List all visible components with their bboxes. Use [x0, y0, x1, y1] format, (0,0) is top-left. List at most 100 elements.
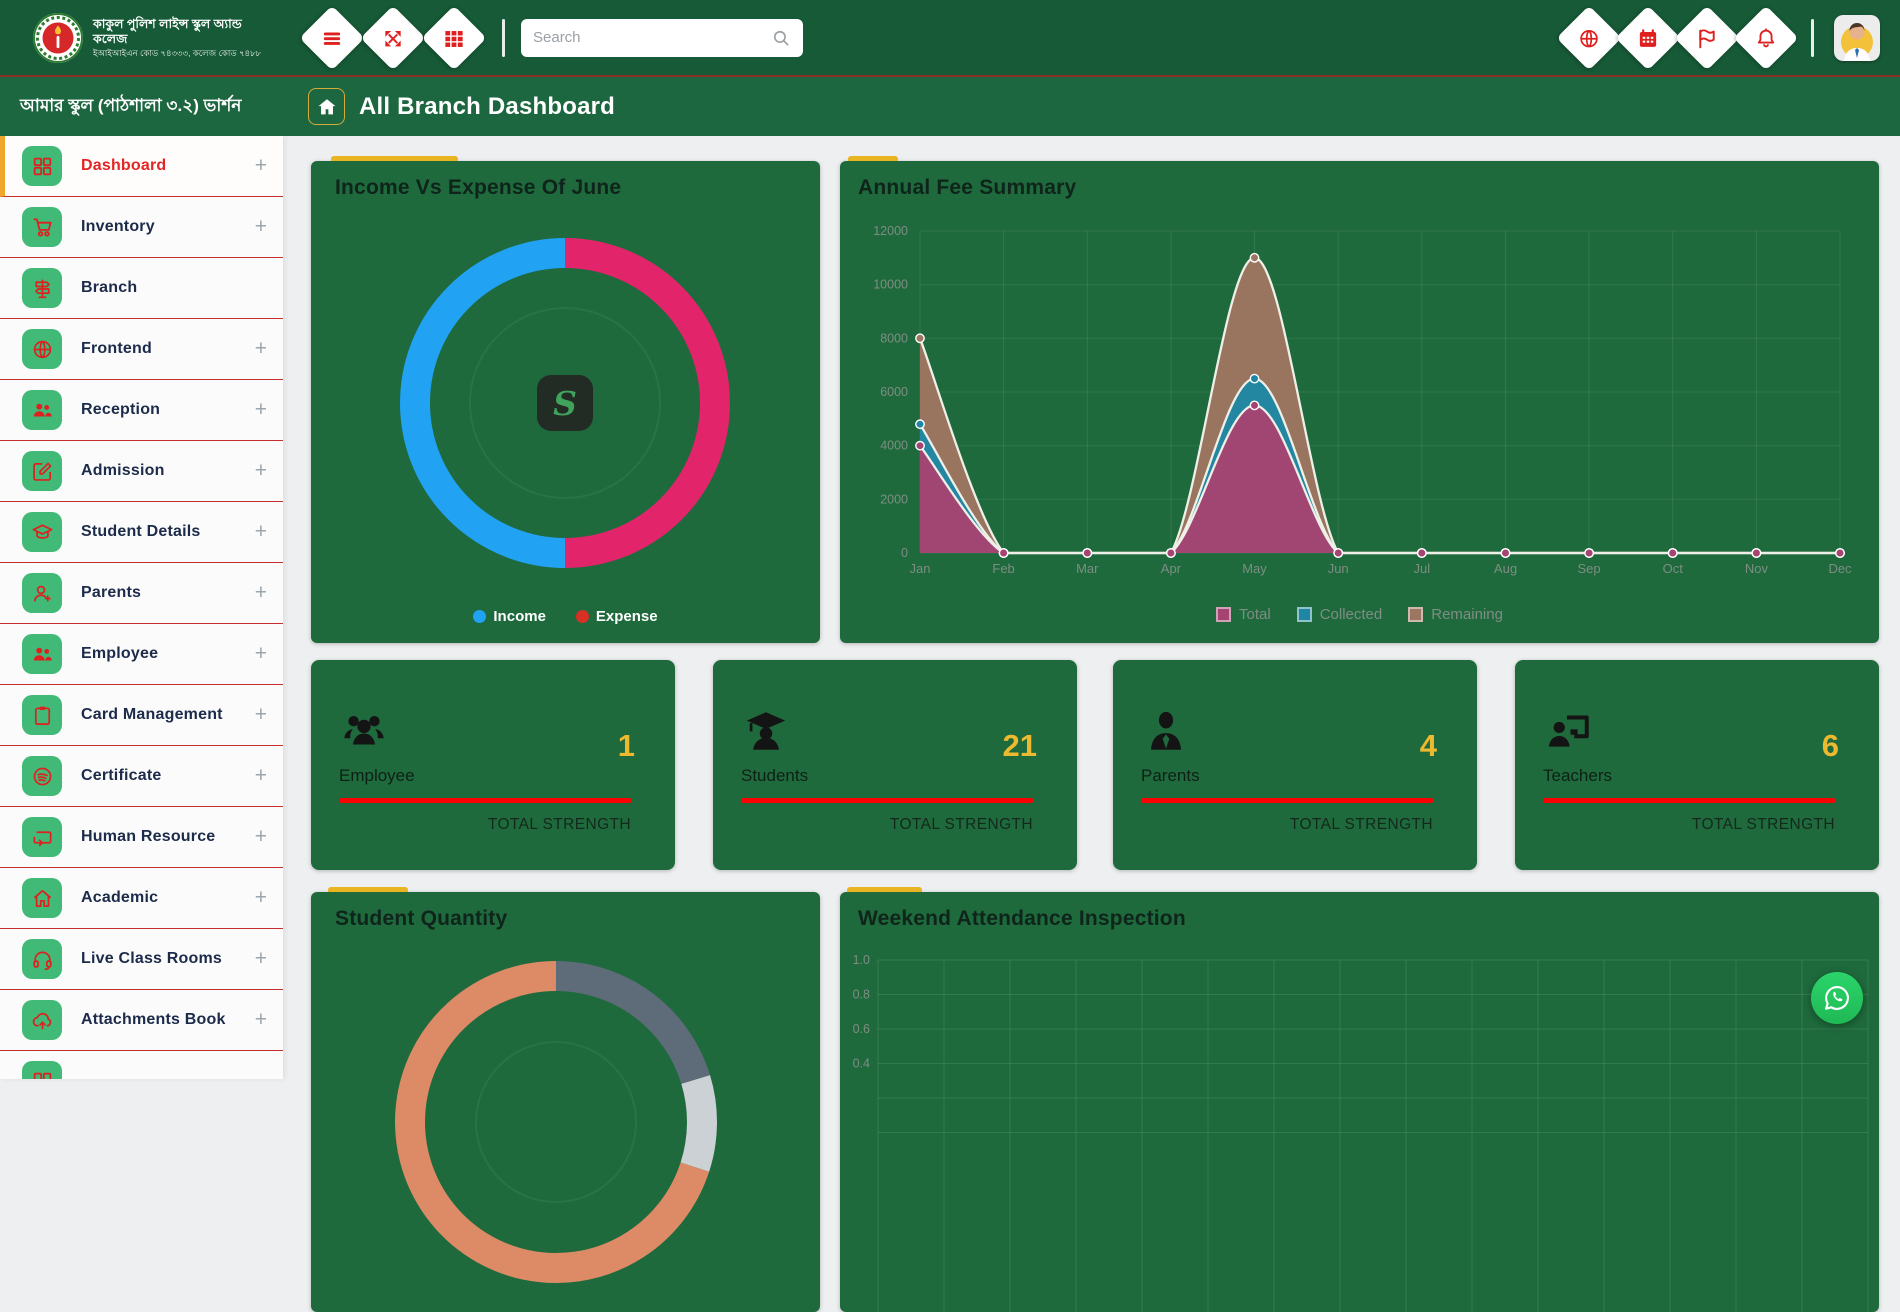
breadcrumb-bar: আমার স্কুল (পাঠশালা ৩.২) ভার্শন All Bran… — [0, 77, 1900, 136]
calendar-button[interactable] — [1615, 4, 1681, 71]
legend-item-income: Income — [473, 608, 546, 625]
home-outline-icon — [22, 878, 62, 918]
trolley-icon — [22, 207, 62, 247]
sidebar-item-dashboard[interactable]: Dashboard + — [0, 136, 283, 197]
sidebar-item-student-details[interactable]: Student Details + — [0, 502, 283, 563]
expand-plus[interactable]: + — [254, 337, 267, 360]
header-right-actions — [1556, 4, 1799, 71]
sidebar-item-label: Inventory — [81, 218, 155, 235]
menu-button[interactable] — [299, 4, 365, 71]
apps-grid-button[interactable] — [421, 4, 487, 71]
hidden-partial-icon — [22, 1061, 62, 1079]
sidebar-item-academic[interactable]: Academic + — [0, 868, 283, 929]
search-input[interactable] — [533, 29, 771, 46]
expand-plus[interactable]: + — [254, 642, 267, 665]
stat-label: Parents — [1141, 766, 1200, 785]
sidebar-item-certificate[interactable]: Certificate + — [0, 746, 283, 807]
whatsapp-button[interactable] — [1811, 972, 1863, 1024]
disc-waves-icon — [22, 756, 62, 796]
sidebar-item-admission[interactable]: Admission + — [0, 441, 283, 502]
expand-plus[interactable]: + — [254, 459, 267, 482]
sidebar-item-employee[interactable]: Employee + — [0, 624, 283, 685]
card-tab — [331, 156, 458, 161]
sidebar-item-human-resource[interactable]: Human Resource + — [0, 807, 283, 868]
sidebar: Dashboard + Inventory + Branch Frontend … — [0, 136, 283, 1079]
sidebar-item-card-management[interactable]: Card Management + — [0, 685, 283, 746]
expand-plus[interactable]: + — [254, 825, 267, 848]
expense-legend-dot — [575, 610, 589, 623]
weekend-attendance-chart: 1.0 0.8 0.6 0.4 — [853, 953, 1869, 1312]
sidebar-item-live-class-rooms[interactable]: Live Class Rooms + — [0, 929, 283, 990]
header-separator — [0, 75, 1900, 77]
income-legend-dot — [473, 610, 487, 623]
bell-icon — [1755, 26, 1778, 49]
stat-label: Students — [741, 766, 809, 785]
expand-plus[interactable]: + — [254, 215, 267, 238]
sidebar-item-label: Employee — [81, 645, 159, 662]
search-box — [521, 18, 803, 57]
income-expense-donut-chart — [400, 238, 730, 568]
stat-card-teachers: 6 Teachers TOTAL STRENGTH — [1515, 660, 1879, 870]
sidebar-item-label: Admission — [81, 462, 165, 479]
expand-button[interactable] — [360, 4, 426, 71]
avatar-image — [1834, 14, 1880, 61]
svg-text:6000: 6000 — [880, 385, 908, 399]
flag-button[interactable] — [1674, 4, 1740, 71]
school-name: কাকুল পুলিশ লাইন্স স্কুল অ্যান্ড কলেজ — [93, 16, 242, 47]
sidebar-item-inventory[interactable]: Inventory + — [0, 197, 283, 258]
menu-icon — [321, 26, 344, 49]
sidebar-item-label: Branch — [81, 279, 138, 296]
sidebar-item-branch[interactable]: Branch — [0, 258, 283, 319]
app-version-title: আমার স্কুল (পাঠশালা ৩.২) ভার্শন — [20, 95, 242, 115]
sidebar-item-reception[interactable]: Reception + — [0, 380, 283, 441]
repeat-loop-icon — [22, 817, 62, 857]
dashboard-grid-icon — [22, 146, 62, 186]
sidebar-item-parents[interactable]: Parents + — [0, 563, 283, 624]
sidebar-item-label: Parents — [81, 584, 142, 601]
expand-plus[interactable]: + — [254, 1008, 267, 1031]
svg-text:Aug: Aug — [1494, 561, 1517, 576]
expand-plus[interactable]: + — [254, 520, 267, 543]
clipboard-icon — [22, 695, 62, 735]
home-icon — [316, 96, 338, 118]
sidebar-item-frontend[interactable]: Frontend + — [0, 319, 283, 380]
sidebar-item-attachments-book[interactable]: Attachments Book + — [0, 990, 283, 1051]
annual-fee-area-chart: 0 2000 4000 6000 8000 10000 12000 Jan Feb Mar Apr M… — [873, 224, 1852, 576]
card-title: Income Vs Expense Of June — [335, 176, 622, 199]
expand-plus[interactable]: + — [254, 154, 267, 177]
weekend-attendance-card: 1.0 0.8 0.6 0.4 Weekend Attendance Inspecti… — [840, 887, 1879, 1312]
flag-icon — [1696, 26, 1719, 49]
expand-plus[interactable]: + — [254, 886, 267, 909]
language-button[interactable] — [1556, 4, 1622, 71]
user-avatar[interactable] — [1834, 14, 1880, 61]
stat-value: 21 — [1002, 728, 1037, 763]
stat-divider — [1141, 798, 1433, 803]
expand-plus[interactable]: + — [254, 947, 267, 970]
expand-plus[interactable]: + — [254, 703, 267, 726]
teacher-board-icon — [1543, 706, 1593, 756]
sidebar-item-partial[interactable] — [0, 1051, 283, 1079]
svg-text:0: 0 — [901, 546, 908, 560]
svg-text:Jun: Jun — [1328, 561, 1349, 576]
globe-icon — [22, 329, 62, 369]
stat-card-students: 21 Students TOTAL STRENGTH — [713, 660, 1077, 870]
svg-text:8000: 8000 — [880, 331, 908, 345]
expand-plus[interactable]: + — [254, 764, 267, 787]
notifications-button[interactable] — [1733, 4, 1799, 71]
graduation-cap-icon — [22, 512, 62, 552]
svg-text:1.0: 1.0 — [853, 953, 870, 967]
income-expense-card: Income Vs Expense Of June S Income Expen… — [311, 156, 820, 643]
annual-fee-card: 0 2000 4000 6000 8000 10000 12000 Jan Feb Mar Apr M… — [840, 156, 1879, 643]
home-button[interactable] — [308, 88, 345, 125]
legend-item-remaining: Remaining — [1408, 606, 1503, 623]
card-title: Weekend Attendance Inspection — [858, 907, 1186, 930]
expand-plus[interactable]: + — [254, 398, 267, 421]
school-code: ইআইআইএন কোড ৭৪৩৩৩, কলেজ কোড ৭৪৮৮ — [93, 47, 262, 58]
stat-value: 4 — [1419, 728, 1437, 763]
top-header: কাকুল পুলিশ লাইন্স স্কুল অ্যান্ড কলেজ ইআ… — [0, 0, 1900, 75]
sidebar-item-label: Frontend — [81, 340, 152, 357]
expand-plus[interactable]: + — [254, 581, 267, 604]
legend-item-collected: Collected — [1296, 606, 1382, 623]
stat-value: 1 — [617, 728, 635, 763]
sidebar-item-label: Reception — [81, 401, 161, 418]
